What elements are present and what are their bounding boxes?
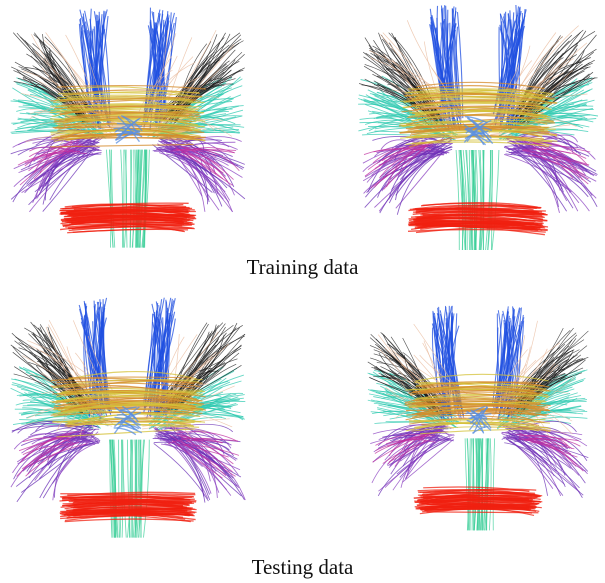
brain-tractography	[11, 8, 245, 248]
fiber	[492, 150, 499, 250]
fiber	[469, 438, 470, 530]
brain-tractography	[368, 306, 589, 531]
fiber	[456, 150, 459, 250]
fiber	[120, 440, 122, 538]
caption: Testing data	[0, 555, 605, 580]
fiber	[121, 150, 123, 248]
fiber	[119, 440, 120, 538]
fiber	[493, 438, 494, 530]
tractography-panels	[0, 0, 605, 583]
figure: {"figure": {"captions": ["Training data"…	[0, 0, 605, 583]
fiber	[69, 377, 194, 378]
fiber	[143, 440, 149, 538]
fiber	[471, 438, 472, 530]
brain-tractography	[358, 5, 598, 250]
brain-tractography	[11, 298, 246, 538]
caption: Training data	[0, 255, 605, 280]
fiber	[489, 438, 491, 530]
